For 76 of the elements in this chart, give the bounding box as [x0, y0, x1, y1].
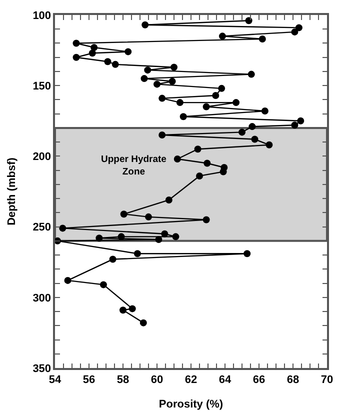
point: [154, 80, 160, 88]
point: [90, 44, 98, 51]
point: [109, 256, 116, 263]
point: [220, 168, 227, 176]
point: [194, 146, 202, 153]
point: [202, 103, 210, 110]
x-tick-label: 54: [48, 374, 62, 386]
point: [248, 70, 255, 78]
point: [140, 75, 148, 82]
point: [170, 64, 178, 71]
x-tick-label: 68: [286, 374, 300, 386]
y-tick-label: 250: [32, 222, 52, 234]
point: [96, 234, 103, 242]
point: [218, 84, 226, 92]
point: [245, 17, 252, 24]
point: [59, 224, 66, 232]
point: [72, 40, 80, 47]
point: [158, 94, 166, 102]
point: [145, 213, 152, 220]
x-tick-label: 56: [82, 374, 96, 386]
x-tick-label: 70: [320, 374, 334, 386]
point: [297, 117, 304, 124]
point: [172, 233, 180, 240]
point: [266, 141, 273, 148]
point: [261, 108, 268, 115]
point: [112, 60, 119, 68]
point: [168, 78, 176, 85]
point: [251, 136, 258, 143]
point: [144, 66, 152, 74]
y-tick-label: 150: [32, 80, 52, 92]
point: [291, 122, 298, 129]
x-tick-label: 64: [218, 374, 232, 386]
band-label: Upper Hydrate Zone: [101, 154, 166, 178]
point: [64, 276, 72, 284]
point: [244, 250, 251, 258]
y-tick-label: 300: [32, 292, 52, 304]
x-tick-label: 58: [116, 374, 130, 386]
point: [100, 281, 107, 288]
point: [174, 156, 181, 163]
point: [204, 160, 211, 167]
point: [120, 306, 126, 314]
y-tick-label: 350: [32, 362, 52, 375]
point: [212, 92, 220, 99]
point: [196, 172, 203, 180]
point: [124, 48, 132, 56]
point: [161, 230, 168, 238]
point: [104, 58, 112, 66]
x-tick-label: 66: [252, 374, 266, 386]
point: [218, 32, 226, 40]
y-axis-title: Depth (mbsf): [6, 157, 18, 226]
point: [258, 36, 266, 42]
point: [128, 305, 136, 312]
point: [134, 250, 141, 258]
point: [120, 210, 128, 218]
point: [140, 319, 147, 326]
point: [118, 233, 125, 240]
point: [248, 123, 256, 130]
y-tick-label: 200: [32, 151, 52, 164]
point: [165, 196, 172, 204]
point: [202, 216, 210, 224]
point: [291, 28, 298, 36]
point: [158, 132, 166, 139]
y-tick-label: 100: [32, 10, 52, 22]
point: [55, 237, 62, 244]
point: [142, 21, 149, 28]
point: [72, 54, 80, 61]
point: [155, 236, 162, 244]
x-tick-label: 60: [150, 374, 164, 386]
point: [238, 128, 246, 136]
x-axis-title: Porosity (%): [158, 398, 224, 411]
point: [232, 99, 240, 106]
point: [88, 50, 96, 57]
point: [295, 24, 302, 32]
point: [180, 113, 187, 120]
x-tick-label: 62: [184, 374, 198, 386]
point: [176, 99, 184, 106]
